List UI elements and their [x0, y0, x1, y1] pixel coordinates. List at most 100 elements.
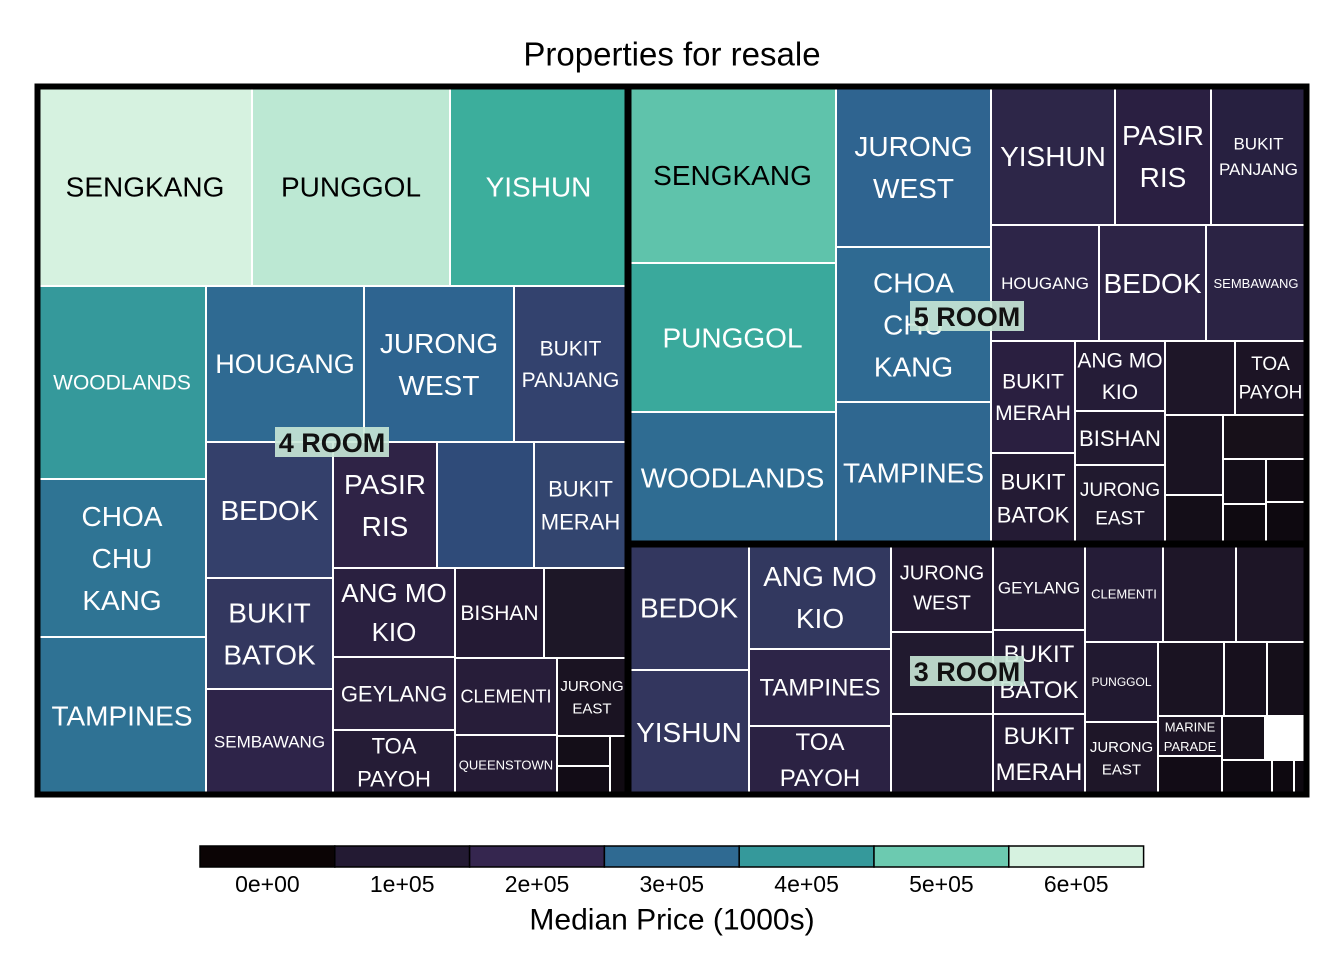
- legend-break-label: 4e+05: [774, 871, 839, 897]
- tile-4-room-bukit-panjang: [513, 285, 628, 443]
- tile-label: YISHUN: [636, 717, 742, 748]
- group-label-background: [910, 656, 1024, 686]
- tile-label: GEYLANG: [341, 681, 447, 706]
- tile-label: JURONG EAST: [1080, 479, 1160, 529]
- tile-label: BUKIT BATOK: [997, 469, 1070, 527]
- tile-label: TOA PAYOH: [357, 733, 431, 791]
- legend-break-label: 5e+05: [909, 871, 974, 897]
- legend-break-label: 0e+00: [235, 871, 300, 897]
- tile-3-room-bedok: [628, 544, 750, 671]
- tile-5-room-pasir-ris: [1114, 86, 1212, 226]
- tile-4-room-unlabeled: [543, 567, 628, 659]
- tile-4-room-bukit-batok: [205, 577, 334, 690]
- tile-5-room-bukit-merah: [990, 340, 1076, 454]
- tile-label: BEDOK: [220, 495, 318, 526]
- group-labels: 4 ROOM 5 ROOM 3 ROOM: [275, 301, 1024, 687]
- tile-3-room-jurong-west: [890, 544, 994, 633]
- tile-3-room-bukit-merah: [992, 713, 1086, 795]
- tile-5-room-unlabeled: [1164, 494, 1224, 544]
- tile-label: BUKIT MERAH: [996, 723, 1083, 786]
- tile-5-room-toa-payoh: [1234, 340, 1307, 416]
- tile-label: BISHAN: [1079, 426, 1161, 451]
- tile-4-room-pasir-ris: [332, 441, 438, 569]
- tile-label: PASIR RIS: [1122, 120, 1204, 193]
- tile-5-room-unlabeled: [1164, 340, 1236, 416]
- tile-5-room-jurong-west: [835, 86, 992, 248]
- tile-label: TOA PAYOH: [1239, 353, 1303, 403]
- tile-label: CLEMENTI: [1091, 586, 1157, 601]
- tile-label: SENGKANG: [66, 171, 225, 202]
- tile-3-room-unlabeled: [1271, 759, 1295, 795]
- group-label-background: [275, 427, 389, 457]
- group-label-5-room: 5 ROOM: [914, 302, 1021, 332]
- tile-4-room-bukit-merah: [533, 441, 628, 569]
- tile-4-room-unlabeled: [609, 735, 628, 795]
- tile-label: SENGKANG: [653, 160, 812, 191]
- tile-5-room-bedok: [1098, 224, 1207, 342]
- tile-5-room-woodlands: [628, 411, 837, 544]
- tile-label: ANG MO KIO: [341, 578, 446, 647]
- tile-4-room-clementi: [454, 657, 558, 736]
- tile-3-room-unlabeled: [1221, 759, 1273, 795]
- tile-label: BEDOK: [1103, 268, 1201, 299]
- tile-label: MARINE PARADE: [1164, 719, 1217, 754]
- tile-label: TAMPINES: [760, 674, 881, 701]
- tile-4-room-queenstown: [454, 734, 558, 795]
- tile-3-room-unlabeled: [1266, 641, 1307, 717]
- tile-3-room-jurong-east: [1084, 721, 1159, 795]
- legend-labels: 0e+00 1e+05 2e+05 3e+05 4e+05 5e+05 6e+05: [235, 871, 1108, 897]
- tile-5-room-unlabeled: [1265, 501, 1307, 544]
- tile-4-room-hougang: [205, 285, 365, 443]
- tile-label: CLEMENTI: [460, 687, 551, 707]
- tile-label: TAMPINES: [843, 457, 984, 488]
- tile-label: ANG MO KIO: [763, 561, 877, 634]
- tile-label: WOODLANDS: [641, 462, 825, 493]
- tile-label: JURONG WEST: [900, 563, 984, 615]
- tile-label: PUNGGOL: [1091, 675, 1151, 689]
- tile-label: PUNGGOL: [281, 171, 421, 202]
- tile-label: PUNGGOL: [662, 322, 802, 353]
- tile-5-room-tampines: [835, 401, 992, 544]
- tile-label: JURONG EAST: [560, 677, 623, 717]
- tile-3-room-unlabeled: [1157, 641, 1225, 717]
- tile-label: YISHUN: [1000, 141, 1106, 172]
- legend-key: [603, 845, 740, 868]
- tile-5-room-unlabeled: [1222, 458, 1267, 505]
- tile-label: HOUGANG: [215, 349, 355, 379]
- tile-label: GEYLANG: [998, 578, 1080, 597]
- tile-label: TAMPINES: [51, 700, 192, 731]
- group-label-3-room: 3 ROOM: [914, 657, 1021, 687]
- tile-5-room-bukit-panjang: [1210, 86, 1307, 226]
- tile-label: SEMBAWANG: [1214, 276, 1299, 291]
- tile-label: BEDOK: [640, 592, 738, 623]
- tile-label: SEMBAWANG: [214, 732, 325, 751]
- chart-title: Properties for resale: [523, 36, 820, 73]
- legend-key: [873, 845, 1010, 868]
- tile-3-room-unlabeled: [1221, 715, 1266, 761]
- tile-5-room-punggol: [628, 262, 837, 413]
- tile-label: BUKIT BATOK: [223, 597, 316, 670]
- tile-3-room-toa-payoh: [748, 725, 892, 795]
- treemap-tiles: SENGKANG PUNGGOL YISHUN WOODLANDS HOUGANG JUR…: [37, 86, 1307, 795]
- tile-4-room-ang-mo-kio: [332, 567, 456, 658]
- legend-keys: [199, 845, 1145, 868]
- legend-break-label: 2e+05: [505, 871, 570, 897]
- tile-label: WOODLANDS: [53, 371, 191, 394]
- tile-3-room-unlabeled: [1162, 544, 1237, 643]
- color-legend: 0e+00 1e+05 2e+05 3e+05 4e+05 5e+05 6e+05 Medi…: [199, 845, 1145, 937]
- tile-3-room-unlabeled: [1223, 641, 1268, 717]
- tile-label: JURONG WEST: [854, 131, 972, 204]
- tile-4-room-bishan: [454, 567, 545, 659]
- group-4-room: SENGKANG PUNGGOL YISHUN WOODLANDS HOUGANG JUR…: [37, 86, 628, 795]
- tile-label: JURONG WEST: [380, 328, 498, 401]
- tile-5-room-unlabeled: [1222, 503, 1267, 544]
- tile-3-room-unlabeled: [1235, 544, 1307, 643]
- legend-key: [199, 845, 336, 868]
- legend-break-label: 1e+05: [370, 871, 435, 897]
- legend-title: Median Price (1000s): [529, 904, 814, 937]
- tile-label: JURONG EAST: [1090, 738, 1153, 778]
- tile-label: BUKIT MERAH: [541, 476, 620, 534]
- tile-5-room-unlabeled: [1164, 414, 1224, 496]
- tile-3-room-unlabeled: [890, 713, 994, 795]
